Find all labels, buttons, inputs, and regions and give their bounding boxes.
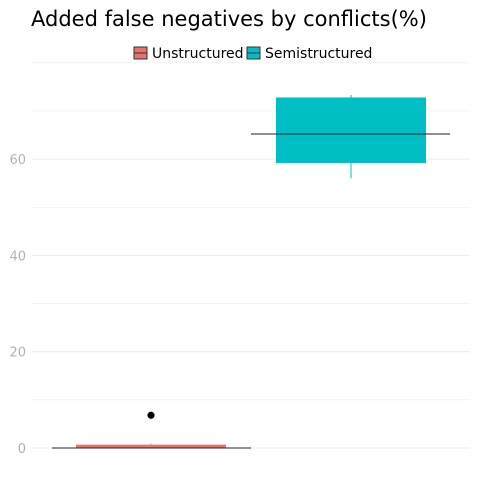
y-tick-label: 40 <box>9 249 26 264</box>
box-iqr <box>276 97 426 163</box>
box-iqr <box>76 444 226 448</box>
plot-area <box>52 95 450 449</box>
y-tick-label: 0 <box>18 442 26 457</box>
y-tick-label: 60 <box>9 153 26 168</box>
legend-label: Semistructured <box>265 46 372 62</box>
chart-title: Added false negatives by conflicts(%) <box>31 7 427 31</box>
y-axis: 0 20 40 60 <box>9 153 26 457</box>
box-semistructured <box>251 95 450 179</box>
box-unstructured <box>52 411 251 449</box>
y-tick-label: 20 <box>9 346 26 361</box>
legend: Unstructured Semistructured <box>133 46 372 62</box>
outlier-point <box>147 411 155 419</box>
legend-label: Unstructured <box>152 46 244 62</box>
